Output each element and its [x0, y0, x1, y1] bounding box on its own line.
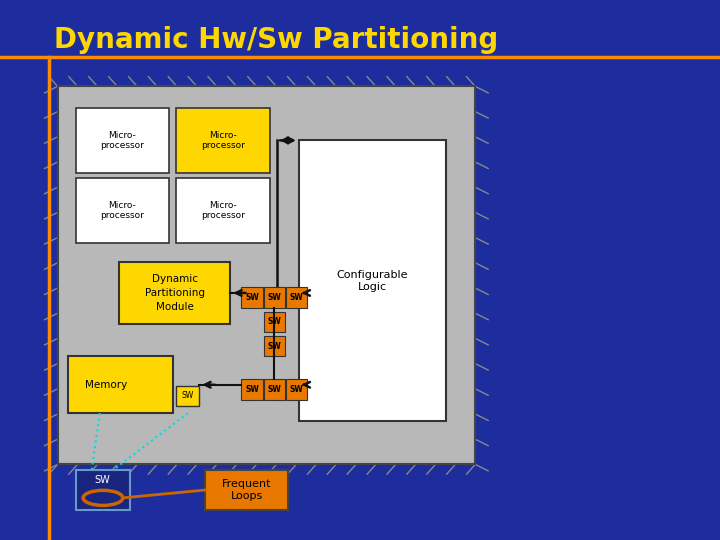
Text: Micro-
processor: Micro- processor: [101, 131, 144, 150]
Bar: [264, 287, 285, 308]
Text: Micro-
processor: Micro- processor: [202, 131, 245, 150]
Text: SW: SW: [267, 385, 282, 394]
Text: Dynamic Hw/Sw Partitioning: Dynamic Hw/Sw Partitioning: [54, 26, 498, 55]
Text: Micro-
processor: Micro- processor: [101, 201, 144, 220]
Text: SW: SW: [289, 293, 304, 302]
Bar: [241, 287, 263, 308]
Text: Configurable
Logic: Configurable Logic: [337, 270, 408, 292]
Bar: [76, 108, 169, 173]
Text: SW: SW: [95, 475, 110, 485]
Text: SW: SW: [245, 293, 259, 302]
Bar: [264, 312, 285, 332]
Text: SW: SW: [181, 392, 194, 400]
Text: SW: SW: [267, 318, 282, 326]
Text: Memory: Memory: [85, 380, 127, 390]
Text: Frequent
Loops: Frequent Loops: [222, 480, 271, 501]
Bar: [58, 86, 475, 464]
Bar: [76, 470, 130, 510]
Bar: [176, 178, 270, 243]
Bar: [264, 336, 285, 356]
Bar: [241, 379, 263, 400]
Bar: [286, 379, 307, 400]
Bar: [119, 262, 230, 324]
Bar: [286, 287, 307, 308]
Text: SW: SW: [267, 293, 282, 302]
Bar: [176, 108, 270, 173]
Text: SW: SW: [245, 385, 259, 394]
Bar: [176, 386, 199, 406]
Bar: [264, 379, 285, 400]
Bar: [76, 178, 169, 243]
Text: SW: SW: [267, 342, 282, 350]
Bar: [299, 140, 446, 421]
Bar: [205, 470, 288, 510]
Text: Dynamic
Partitioning
Module: Dynamic Partitioning Module: [145, 274, 204, 312]
Text: SW: SW: [289, 385, 304, 394]
Text: Micro-
processor: Micro- processor: [202, 201, 245, 220]
Bar: [68, 356, 173, 413]
